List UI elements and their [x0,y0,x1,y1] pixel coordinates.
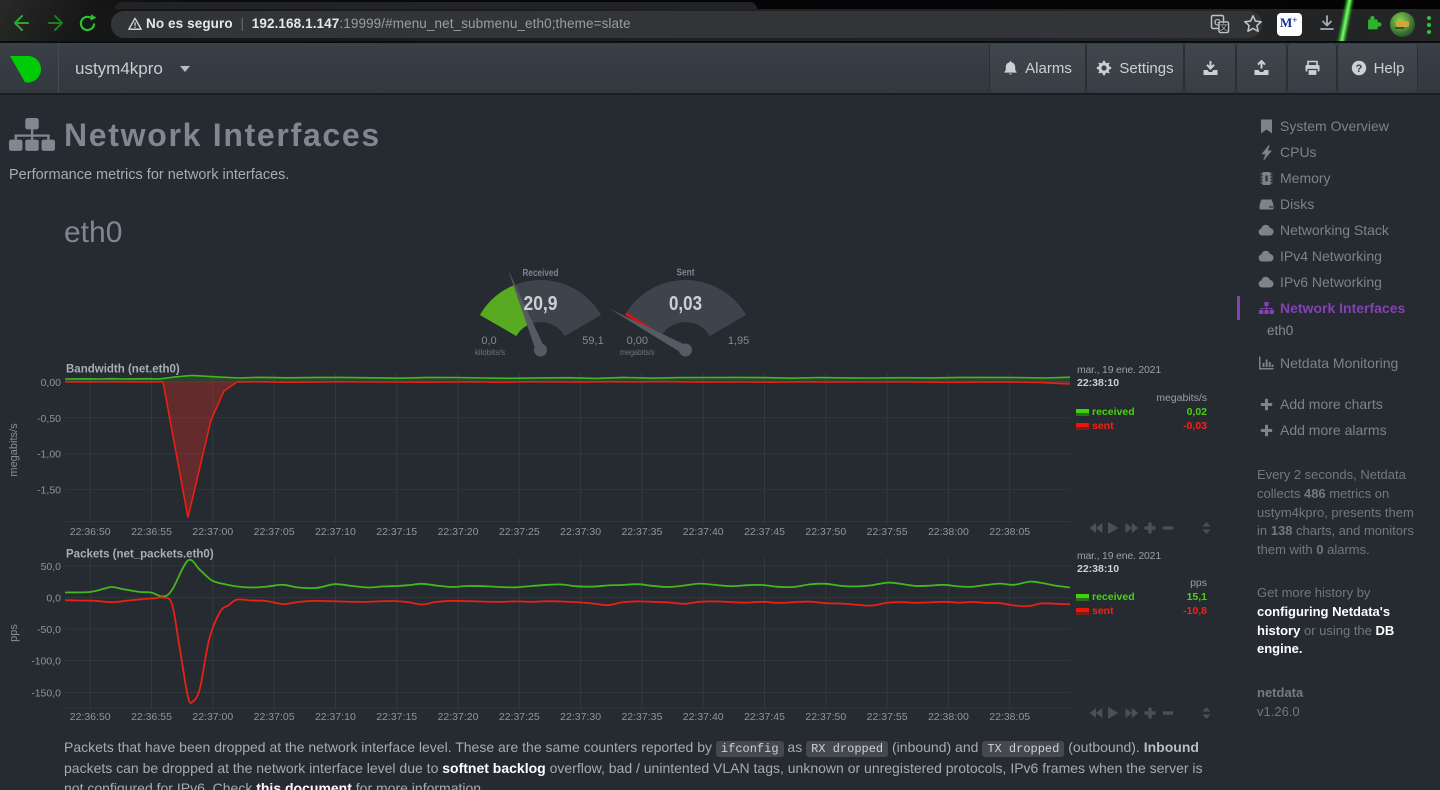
svg-text:22:37:40: 22:37:40 [683,711,724,723]
svg-text:22:37:30: 22:37:30 [560,711,601,723]
svg-text:Bandwidth (net.eth0): Bandwidth (net.eth0) [66,364,180,376]
svg-text:22:37:50: 22:37:50 [805,526,846,538]
svg-text:22:38:05: 22:38:05 [989,526,1030,538]
svg-text:22:37:05: 22:37:05 [254,526,295,538]
svg-text:22:37:45: 22:37:45 [744,526,785,538]
svg-text:kilobits/s: kilobits/s [475,348,505,357]
svg-text:22:37:00: 22:37:00 [192,711,233,723]
svg-text:20,9: 20,9 [524,293,558,315]
svg-text:0,0: 0,0 [481,335,496,347]
svg-text:22:36:55: 22:36:55 [131,711,172,723]
svg-text:59,1: 59,1 [582,335,603,347]
svg-text:22:37:00: 22:37:00 [192,526,233,538]
svg-text:-1,50: -1,50 [37,484,61,496]
svg-text:?: ? [1355,63,1362,75]
svg-text:50,0: 50,0 [41,561,62,573]
svg-text:22:37:45: 22:37:45 [744,711,785,723]
svg-text:0,00: 0,00 [627,335,648,347]
svg-text:-1,00: -1,00 [37,449,61,461]
svg-text:22:37:10: 22:37:10 [315,526,356,538]
svg-text:22:37:55: 22:37:55 [867,526,908,538]
svg-text:22:37:50: 22:37:50 [805,711,846,723]
svg-text:22:37:20: 22:37:20 [438,526,479,538]
svg-text:22:37:20: 22:37:20 [438,711,479,723]
svg-text:G: G [1214,18,1221,28]
svg-text:22:37:35: 22:37:35 [621,711,662,723]
svg-text:pps: pps [8,624,20,642]
svg-text:Received: Received [523,268,559,279]
svg-text:22:37:15: 22:37:15 [376,526,417,538]
svg-text:22:37:25: 22:37:25 [499,526,540,538]
svg-text:22:37:55: 22:37:55 [867,711,908,723]
svg-text:Sent: Sent [677,268,696,279]
svg-text:Packets (net_packets.eth0): Packets (net_packets.eth0) [66,549,214,561]
svg-text:0,03: 0,03 [669,293,702,315]
svg-text:22:37:35: 22:37:35 [621,526,662,538]
svg-text:-50,0: -50,0 [37,624,61,636]
svg-text:megabits/s: megabits/s [8,423,20,477]
svg-text:22:36:50: 22:36:50 [70,526,111,538]
svg-text:0,0: 0,0 [46,593,61,605]
svg-text:1,95: 1,95 [728,335,749,347]
svg-text:22:37:05: 22:37:05 [254,711,295,723]
svg-text:-150,0: -150,0 [31,688,61,700]
svg-text:22:37:30: 22:37:30 [560,526,601,538]
svg-text:22:38:05: 22:38:05 [989,711,1030,723]
svg-text:22:36:55: 22:36:55 [131,526,172,538]
svg-text:22:37:25: 22:37:25 [499,711,540,723]
svg-text:22:38:00: 22:38:00 [928,526,969,538]
svg-text:22:37:15: 22:37:15 [376,711,417,723]
svg-text:-100,0: -100,0 [31,656,61,668]
svg-text:22:37:40: 22:37:40 [683,526,724,538]
svg-text:22:37:10: 22:37:10 [315,711,356,723]
svg-text:megabits/s: megabits/s [620,348,655,357]
svg-text:22:38:00: 22:38:00 [928,711,969,723]
svg-text:0,00: 0,00 [41,377,62,389]
svg-text:文: 文 [1220,22,1228,32]
svg-text:-0,50: -0,50 [37,413,61,425]
svg-text:22:36:50: 22:36:50 [70,711,111,723]
